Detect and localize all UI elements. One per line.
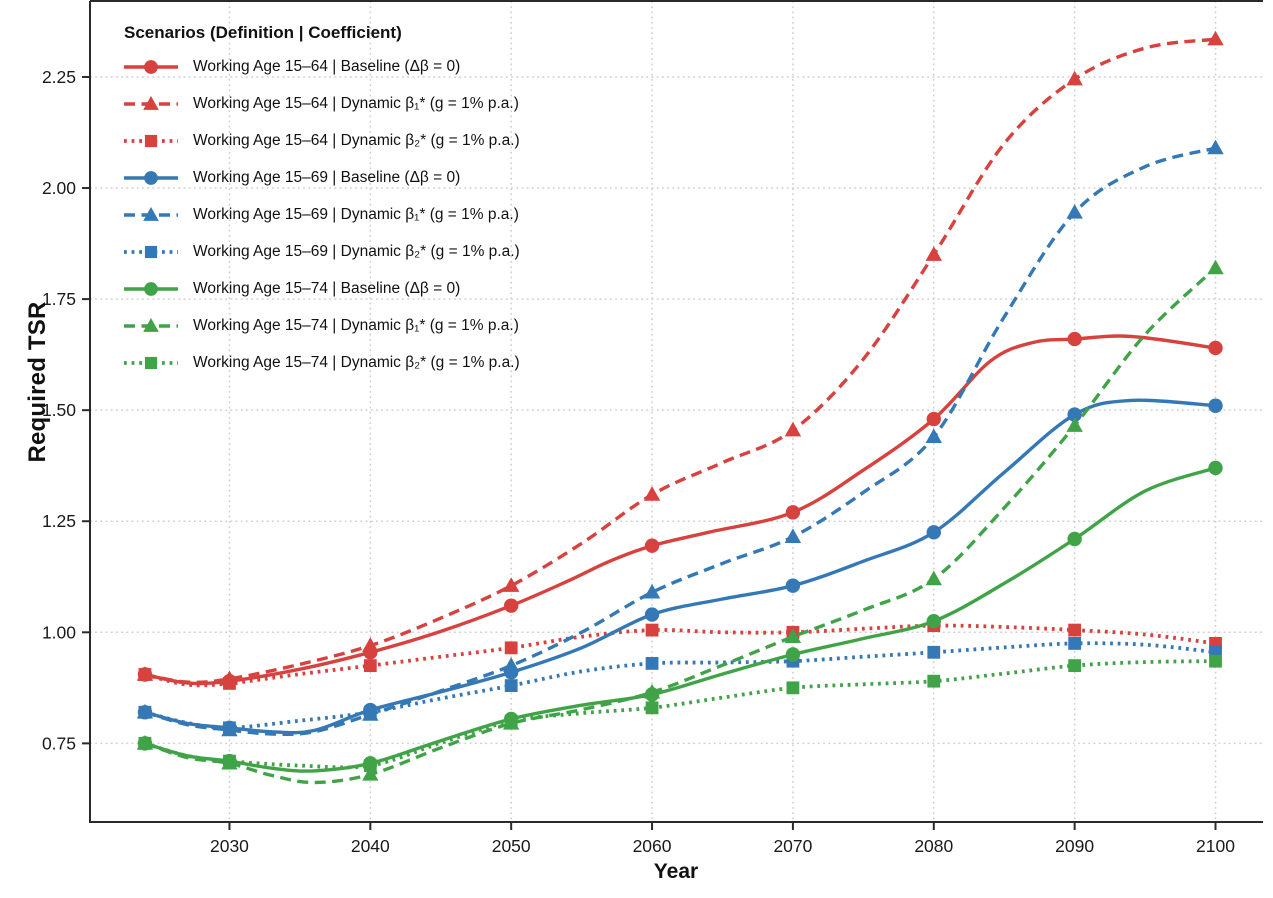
series-markers-3 [137,398,1223,736]
legend-item-1: Working Age 15–64 | Dynamic β₁* (g = 1% … [122,85,520,122]
series-line-8 [144,659,1216,770]
series-line-2 [144,623,1216,688]
legend-key-square-icon [124,134,178,147]
legend-key-circle-icon [124,59,178,74]
series-8 [138,654,1222,772]
series-markers-5 [138,637,1222,735]
y-tick-label: 2.25 [42,67,76,87]
x-tick-label: 2070 [773,836,812,856]
legend-item-4: Working Age 15–69 | Dynamic β₁* (g = 1% … [122,196,520,233]
series-line-0 [144,334,1216,686]
series-markers-2 [138,619,1222,690]
series-markers-6 [137,460,1223,771]
x-tick-label: 2100 [1196,836,1235,856]
legend-key-circle-icon [124,170,178,185]
y-tick-label: 1.75 [42,289,76,309]
series-markers-0 [137,331,1223,689]
y-tick-label: 2.00 [42,178,76,198]
legend-item-label: Working Age 15–64 | Baseline (Δβ = 0) [193,57,461,75]
legend-title: Scenarios (Definition | Coefficient) [124,23,402,42]
series-line-6 [144,466,1217,773]
y-tick-label: 1.25 [42,511,76,531]
x-tick-label: 2080 [914,836,953,856]
legend-item-label: Working Age 15–69 | Dynamic β₁* (g = 1% … [193,205,519,223]
x-tick-label: 2030 [210,836,249,856]
legend-item-8: Working Age 15–74 | Dynamic β₂* (g = 1% … [122,344,520,381]
series-5 [138,637,1222,735]
legend-key-triangle-icon [124,317,178,332]
series-2 [138,619,1222,690]
legend-item-2: Working Age 15–64 | Dynamic β₂* (g = 1% … [122,122,520,159]
legend-item-6: Working Age 15–74 | Baseline (Δβ = 0) [122,270,520,307]
legend-key-square-icon [124,356,178,369]
x-tick-label: 2050 [492,836,531,856]
series-line-5 [144,641,1216,730]
legend-key-triangle-icon [124,206,178,221]
x-tick-label: 2040 [351,836,390,856]
axes [82,0,1263,830]
legend-item-3: Working Age 15–69 | Baseline (Δβ = 0) [122,159,520,196]
legend-key-triangle-icon [124,95,178,110]
x-tick-label: 2060 [633,836,672,856]
legend-item-label: Working Age 15–74 | Dynamic β₁* (g = 1% … [193,316,519,334]
legend-item-label: Working Age 15–74 | Baseline (Δβ = 0) [193,279,461,297]
legend-item-7: Working Age 15–74 | Dynamic β₁* (g = 1% … [122,307,520,344]
legend-key-circle-icon [124,281,178,296]
series-line-1 [144,37,1216,685]
legend-item-label: Working Age 15–69 | Baseline (Δβ = 0) [193,168,461,186]
y-axis-title: Required TSR [24,301,51,463]
series-0 [137,331,1223,689]
y-tick-label: 0.75 [42,733,76,753]
legend-item-label: Working Age 15–74 | Dynamic β₂* (g = 1% … [193,353,520,371]
legend: Scenarios (Definition | Coefficient) Wor… [122,22,520,381]
legend-items: Working Age 15–64 | Baseline (Δβ = 0) Wor… [122,48,520,381]
x-tick-label: 2090 [1055,836,1094,856]
x-axis-title: Year [653,860,699,883]
series-6 [137,460,1223,773]
legend-item-label: Working Age 15–69 | Dynamic β₂* (g = 1% … [193,242,520,260]
legend-item-label: Working Age 15–64 | Dynamic β₂* (g = 1% … [193,131,520,149]
series-markers-8 [138,654,1222,772]
y-tick-label: 1.00 [42,622,76,642]
tick-labels: 2030 2040 2050 2060 2070 2080 2090 2100 0.75 1.00… [42,67,1235,856]
series-line-3 [144,398,1216,735]
legend-item-label: Working Age 15–64 | Dynamic β₁* (g = 1% … [193,94,519,112]
legend-item-5: Working Age 15–69 | Dynamic β₂* (g = 1% … [122,233,520,270]
gridlines [90,1,1263,822]
series-3 [137,398,1223,736]
legend-item-0: Working Age 15–64 | Baseline (Δβ = 0) [122,48,520,85]
y-tick-label: 1.50 [42,400,76,420]
legend-key-square-icon [124,245,178,258]
